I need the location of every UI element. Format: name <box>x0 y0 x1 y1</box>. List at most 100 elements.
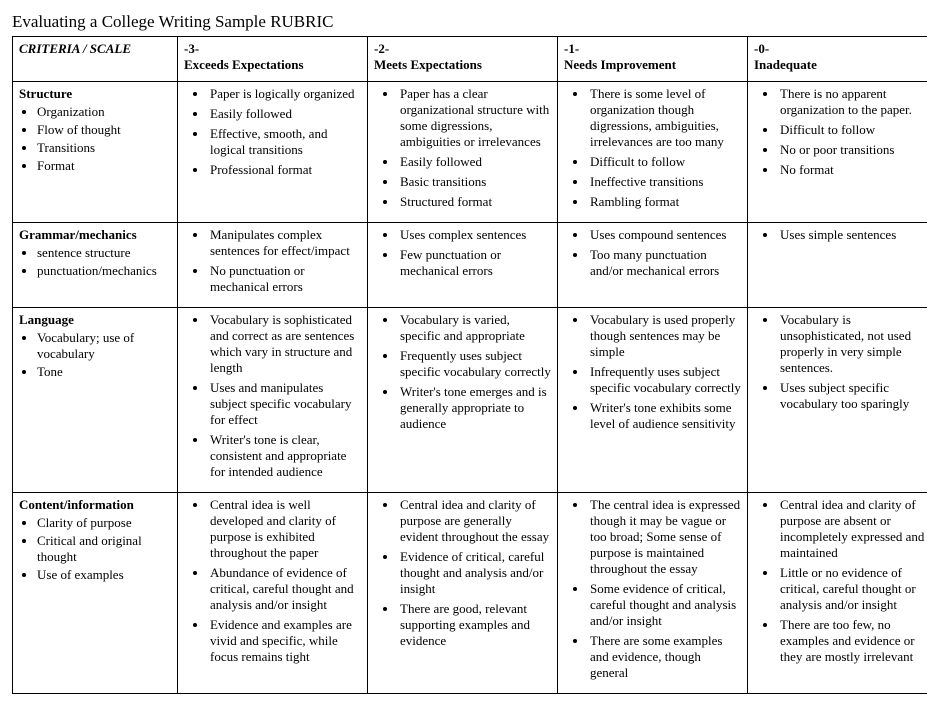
criteria-cell: Grammar/mechanics sentence structure punct… <box>13 223 178 308</box>
rubric-point: Evidence of critical, careful thought an… <box>398 549 551 597</box>
rubric-cell: Uses complex sentencesFew punctuation or… <box>368 223 558 308</box>
rubric-point: There are some examples and evidence, th… <box>588 633 741 681</box>
scale-num: -0- <box>754 41 927 57</box>
rubric-point: Uses complex sentences <box>398 227 551 243</box>
rubric-points: Paper is logically organizedEasily follo… <box>184 86 361 178</box>
rubric-points: Vocabulary is varied, specific and appro… <box>374 312 551 432</box>
rubric-points: Uses complex sentencesFew punctuation or… <box>374 227 551 279</box>
rubric-point: Professional format <box>208 162 361 178</box>
rubric-point: Vocabulary is varied, specific and appro… <box>398 312 551 344</box>
rubric-cell: There is some level of organization thou… <box>558 82 748 223</box>
rubric-point: Central idea and clarity of purpose are … <box>778 497 927 561</box>
rubric-cell: Paper is logically organizedEasily follo… <box>178 82 368 223</box>
rubric-point: Frequently uses subject specific vocabul… <box>398 348 551 380</box>
rubric-points: Uses simple sentences <box>754 227 927 243</box>
rubric-cell: Manipulates complex sentences for effect… <box>178 223 368 308</box>
rubric-points: Vocabulary is unsophisticated, not used … <box>754 312 927 412</box>
rubric-point: Evidence and examples are vivid and spec… <box>208 617 361 665</box>
criteria-subpoints: sentence structure punctuation/mechanics <box>19 245 171 279</box>
criteria-subpoints: Organization Flow of thought Transitions Fo… <box>19 104 171 174</box>
criteria-name: Structure <box>19 86 171 102</box>
scale-num: -3- <box>184 41 361 57</box>
rubric-points: There is some level of organization thou… <box>564 86 741 210</box>
rubric-cell: Vocabulary is unsophisticated, not used … <box>748 308 927 493</box>
rubric-point: Writer's tone is clear, consistent and a… <box>208 432 361 480</box>
rubric-points: Central idea and clarity of purpose are … <box>374 497 551 649</box>
criteria-subpoint: punctuation/mechanics <box>37 263 171 279</box>
criteria-scale-header: CRITERIA / SCALE <box>13 37 178 82</box>
table-row: Content/information Clarity of purpose Cri… <box>13 493 927 694</box>
criteria-subpoint: Format <box>37 158 171 174</box>
rubric-points: Paper has a clear organizational structu… <box>374 86 551 210</box>
criteria-subpoint: Organization <box>37 104 171 120</box>
rubric-cell: The central idea is expressed though it … <box>558 493 748 694</box>
criteria-name: Content/information <box>19 497 171 513</box>
criteria-subpoints: Clarity of purpose Critical and original … <box>19 515 171 583</box>
rubric-point: Little or no evidence of critical, caref… <box>778 565 927 613</box>
criteria-cell: Structure Organization Flow of thought Tran… <box>13 82 178 223</box>
rubric-point: Rambling format <box>588 194 741 210</box>
rubric-point: Vocabulary is unsophisticated, not used … <box>778 312 927 376</box>
criteria-name: Grammar/mechanics <box>19 227 171 243</box>
criteria-subpoint: Transitions <box>37 140 171 156</box>
rubric-cell: Central idea and clarity of purpose are … <box>748 493 927 694</box>
rubric-point: Vocabulary is sophisticated and correct … <box>208 312 361 376</box>
rubric-points: Vocabulary is sophisticated and correct … <box>184 312 361 480</box>
rubric-point: Abundance of evidence of critical, caref… <box>208 565 361 613</box>
rubric-point: No or poor transitions <box>778 142 927 158</box>
table-row: Structure Organization Flow of thought Tran… <box>13 82 927 223</box>
rubric-point: Uses simple sentences <box>778 227 927 243</box>
rubric-point: There are good, relevant supporting exam… <box>398 601 551 649</box>
criteria-subpoint: Clarity of purpose <box>37 515 171 531</box>
rubric-point: Central idea and clarity of purpose are … <box>398 497 551 545</box>
criteria-subpoints: Vocabulary; use of vocabularyTone <box>19 330 171 380</box>
criteria-cell: Content/information Clarity of purpose Cri… <box>13 493 178 694</box>
scale-label: Needs Improvement <box>564 57 741 73</box>
rubric-point: Basic transitions <box>398 174 551 190</box>
rubric-cell: There is no apparent organization to the… <box>748 82 927 223</box>
col-header-0: -0- Inadequate <box>748 37 927 82</box>
rubric-point: Ineffective transitions <box>588 174 741 190</box>
rubric-point: Structured format <box>398 194 551 210</box>
rubric-point: There is no apparent organization to the… <box>778 86 927 118</box>
criteria-subpoint: Tone <box>37 364 171 380</box>
rubric-cell: Paper has a clear organizational structu… <box>368 82 558 223</box>
rubric-point: Some evidence of critical, careful thoug… <box>588 581 741 629</box>
rubric-cell: Vocabulary is sophisticated and correct … <box>178 308 368 493</box>
criteria-subpoint: Flow of thought <box>37 122 171 138</box>
rubric-point: The central idea is expressed though it … <box>588 497 741 577</box>
rubric-point: Writer's tone emerges and is generally a… <box>398 384 551 432</box>
rubric-points: Uses compound sentences Too many punctuat… <box>564 227 741 279</box>
rubric-point: Writer's tone exhibits some level of aud… <box>588 400 741 432</box>
rubric-point: Uses and manipulates subject specific vo… <box>208 380 361 428</box>
scale-num: -1- <box>564 41 741 57</box>
rubric-point: Effective, smooth, and logical transitio… <box>208 126 361 158</box>
rubric-point: Uses subject specific vocabulary too spa… <box>778 380 927 412</box>
rubric-point: Infrequently uses subject specific vocab… <box>588 364 741 396</box>
criteria-subpoint: sentence structure <box>37 245 171 261</box>
rubric-point: No format <box>778 162 927 178</box>
rubric-point: Paper is logically organized <box>208 86 361 102</box>
rubric-point: Uses compound sentences <box>588 227 741 243</box>
rubric-cell: Central idea and clarity of purpose are … <box>368 493 558 694</box>
rubric-cell: Uses compound sentences Too many punctuat… <box>558 223 748 308</box>
rubric-points: Central idea is well developed and clari… <box>184 497 361 665</box>
rubric-point: Easily followed <box>398 154 551 170</box>
rubric-table: CRITERIA / SCALE -3- Exceeds Expectation… <box>12 36 927 694</box>
criteria-subpoint: Use of examples <box>37 567 171 583</box>
rubric-cell: Central idea is well developed and clari… <box>178 493 368 694</box>
rubric-points: Vocabulary is used properly though sente… <box>564 312 741 432</box>
col-header-1: -1- Needs Improvement <box>558 37 748 82</box>
rubric-point: Too many punctuation and/or mechanical e… <box>588 247 741 279</box>
rubric-point: There is some level of organization thou… <box>588 86 741 150</box>
col-header-2: -2- Meets Expectations <box>368 37 558 82</box>
rubric-point: No punctuation or mechanical errors <box>208 263 361 295</box>
rubric-point: Difficult to follow <box>778 122 927 138</box>
criteria-subpoint: Critical and original thought <box>37 533 171 565</box>
rubric-points: There is no apparent organization to the… <box>754 86 927 178</box>
scale-label: Exceeds Expectations <box>184 57 361 73</box>
header-row: CRITERIA / SCALE -3- Exceeds Expectation… <box>13 37 927 82</box>
rubric-points: Central idea and clarity of purpose are … <box>754 497 927 665</box>
page-title: Evaluating a College Writing Sample RUBR… <box>12 12 915 32</box>
table-row: Grammar/mechanics sentence structure punct… <box>13 223 927 308</box>
